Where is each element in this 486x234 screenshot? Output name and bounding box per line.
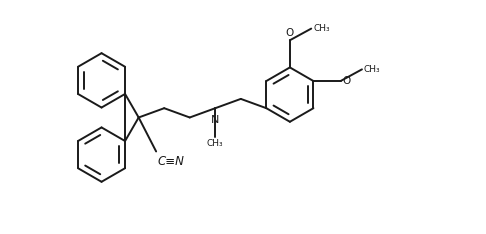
Text: N: N [211,115,220,125]
Text: CH₃: CH₃ [313,24,330,33]
Text: C≡N: C≡N [157,155,184,168]
Text: CH₃: CH₃ [364,65,381,74]
Text: CH₃: CH₃ [207,139,224,148]
Text: O: O [343,76,351,86]
Text: O: O [286,28,294,38]
